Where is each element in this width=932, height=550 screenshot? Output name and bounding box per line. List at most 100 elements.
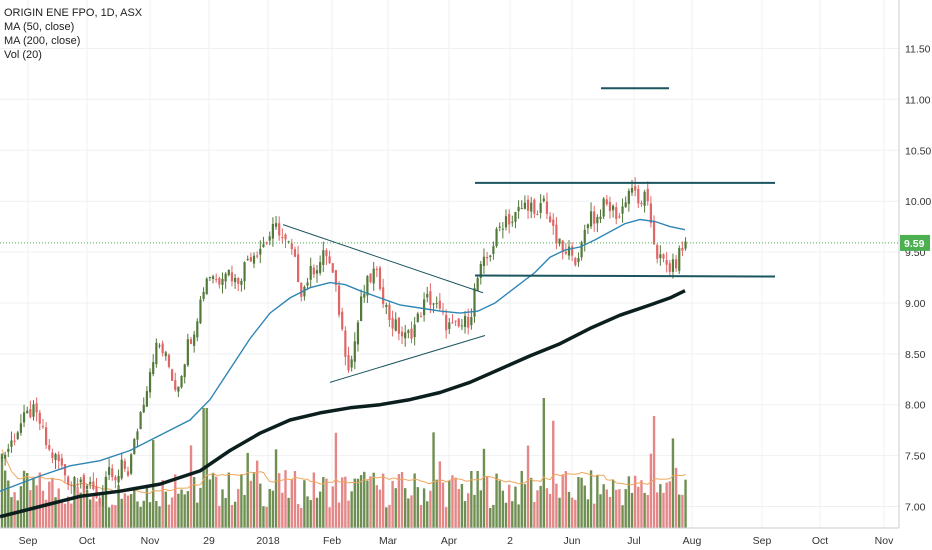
candle-body [448,322,451,329]
candle-body [215,279,218,281]
last-price-tag [900,234,930,251]
volume-bar [463,501,467,528]
candle-body [665,259,668,265]
volume-bar [192,477,196,528]
volume-bar [95,501,98,528]
candle-body [230,272,234,282]
vol-legend[interactable]: Vol (20) [4,49,42,61]
candle-body [360,296,363,322]
candle-body [498,226,501,228]
candle-body [555,224,558,244]
volume-bar [649,453,653,528]
candle-body [593,211,596,224]
volume-bar [309,500,312,528]
volume-bar [268,489,271,528]
ma200-legend[interactable]: MA (200, close) [4,35,81,47]
volume-bar [674,467,678,528]
price-axis[interactable]: 7.007.508.008.509.009.5010.0010.5011.001… [898,0,931,528]
volume-bar [668,481,671,528]
candle-body [404,332,407,339]
volume-bar [230,505,234,528]
volume-bar [611,479,615,528]
ma50-legend[interactable]: MA (50, close) [4,21,75,33]
ma50-path [0,218,686,492]
volume-bar [170,497,174,528]
candle-body [158,345,161,347]
volume-bar [259,483,262,528]
volume-bar [400,471,404,528]
volume-bar [211,472,215,528]
candle-body [684,241,687,249]
candle-body [353,341,356,362]
volume-bar [57,488,60,528]
volume-bar [419,505,423,528]
time-axis[interactable]: Sep Oct Nov 29 2018 Feb Mar Apr 2 Jun Jul Aug Sep Oct… [0,527,899,547]
volume-bar [627,476,631,528]
volume-bar [126,495,130,528]
volume-bar [312,472,316,528]
candle-body [309,265,312,280]
volume-bar [117,485,120,528]
chart-grid [0,0,899,528]
volume-bar [441,482,445,528]
chart-legend: ORIGIN ENE FPO, 1D, ASX MA (50, close) M… [4,6,142,62]
x-tick-label: 29 [203,535,215,547]
candle-body [54,453,57,460]
candle-body [262,244,265,248]
candle-body [284,234,287,240]
candle-body [612,205,615,211]
volume-bar [504,502,508,528]
candle-body [278,223,281,236]
candle-body [337,285,341,315]
volume-bar [476,471,479,528]
candle-body [643,191,646,206]
y-tick-label: 10.50 [905,145,931,157]
candle-body [659,254,662,259]
candle-body [297,254,300,283]
candle-body [281,236,284,238]
volume-bar [580,477,583,528]
candle-body [325,250,328,257]
candle-body [589,211,593,227]
volume-bar [70,503,73,528]
volume-bar [167,504,171,528]
volume-bar [391,481,394,528]
volume-bar [583,485,586,528]
volume-bar [404,488,407,528]
volume-bar [444,507,448,528]
x-tick-label: Jul [627,535,640,547]
candle-body [605,199,608,205]
candle-body [662,254,665,259]
volume-bar [479,490,482,528]
candle-body [60,458,63,466]
candle-body [224,273,227,282]
candle-body [577,258,580,263]
x-tick-label: Sep [753,535,772,547]
volume-bar [136,501,139,528]
candle-body [98,497,101,504]
candle-body [315,270,319,274]
candle-body [618,216,621,218]
trend-drawings[interactable] [282,87,776,383]
y-tick-label: 11.00 [905,94,931,106]
candle-body [451,322,454,324]
volume-bar [451,475,454,528]
candle-body [675,259,678,269]
volume-bar [233,501,237,528]
volume-bar [498,480,501,528]
volume-bar [73,477,76,528]
volume-bar [218,505,221,528]
candle-body [363,293,366,298]
candle-body [218,278,221,285]
volume-bar [155,501,158,528]
candle-body [26,410,29,414]
volume-bar [265,506,268,528]
volume-bar [133,488,136,528]
candle-body [526,199,530,211]
volume-bar [208,479,212,528]
symbol-title[interactable]: ORIGIN ENE FPO, 1D, ASX [4,7,143,19]
volume-bar [189,445,193,528]
triangle-lower-line [329,335,486,383]
volume-bar [570,497,574,528]
